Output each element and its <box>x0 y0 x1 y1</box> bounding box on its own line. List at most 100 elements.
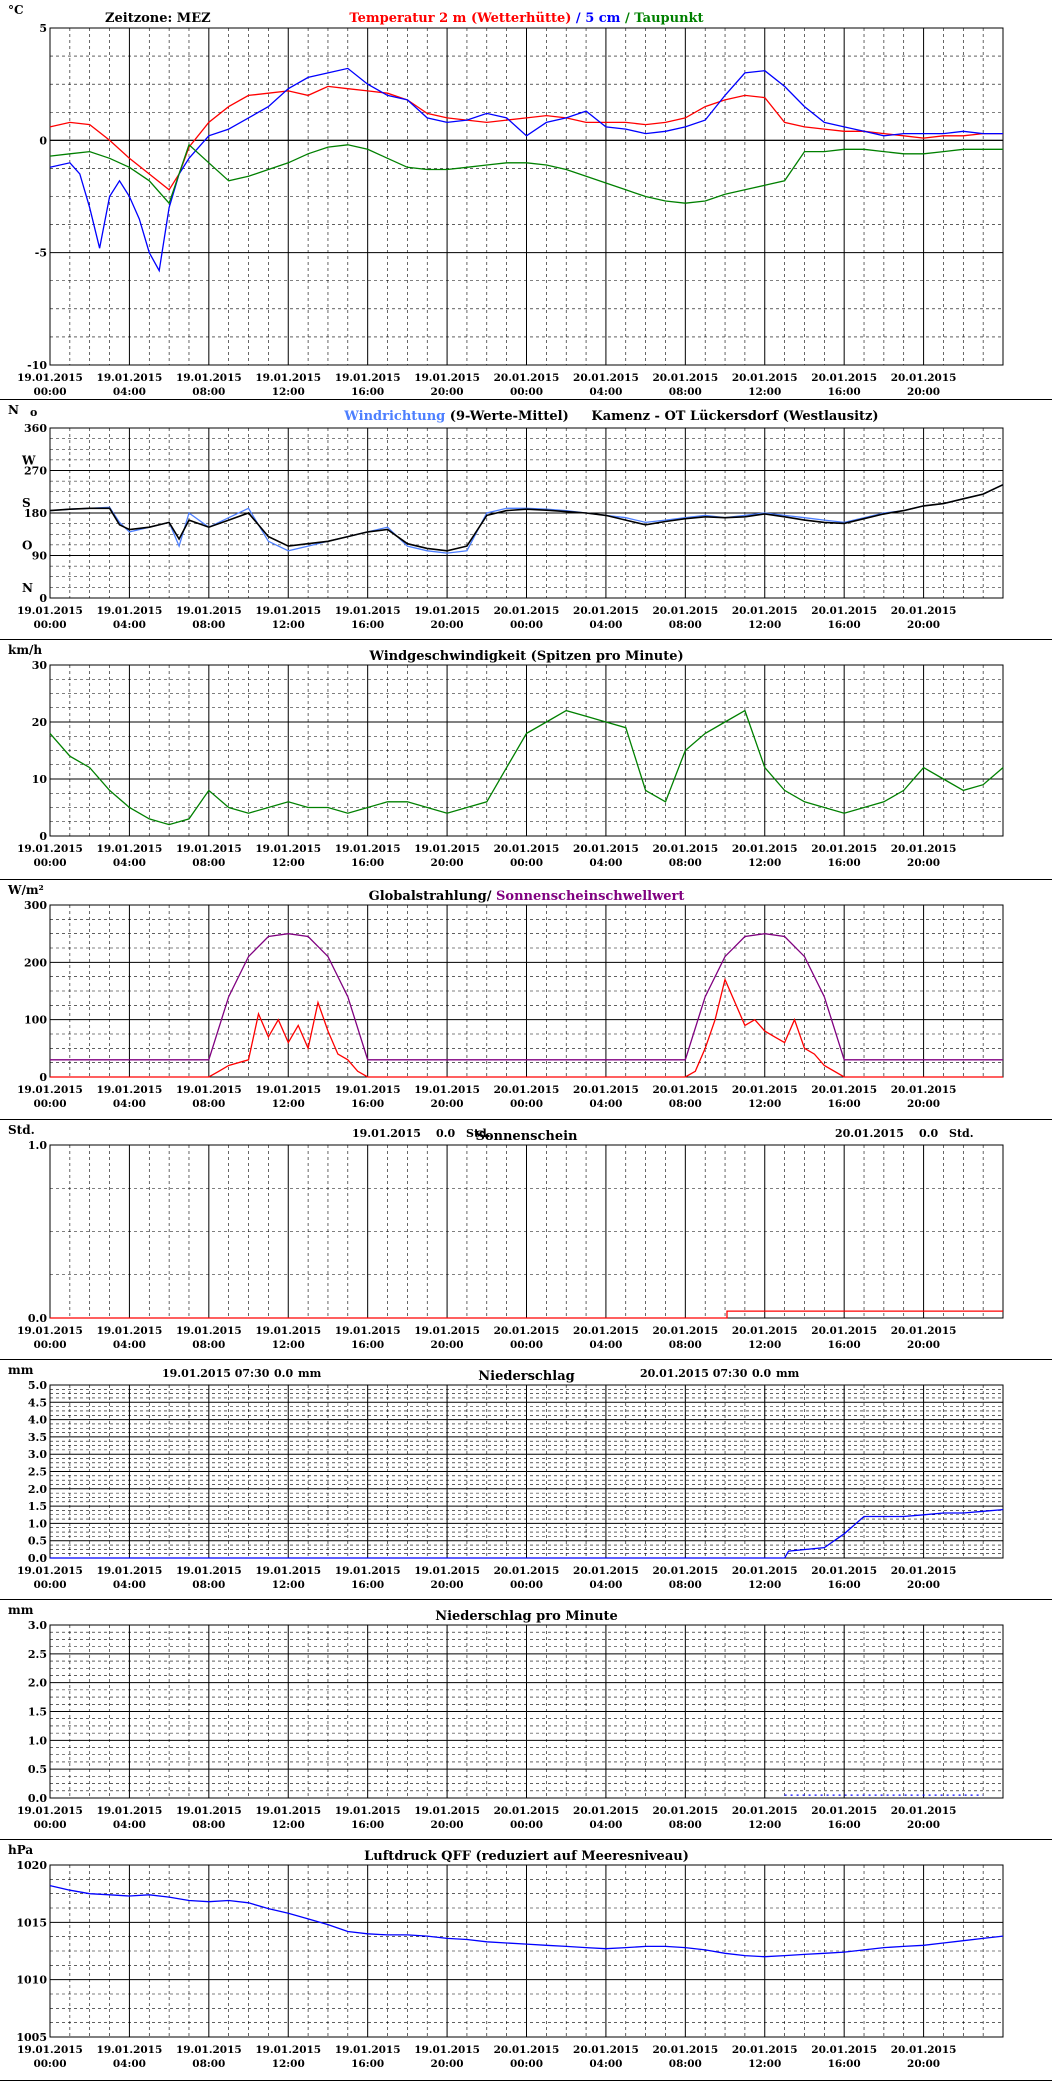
x-tick-time: 16:00 <box>351 1339 384 1351</box>
x-tick-time: 12:00 <box>272 386 305 398</box>
chart-panel-precip_minute: 3.0 2.5 2.0 1.5 1.0 0.5 0.0 mm Niederschlag pro … <box>0 1603 1052 1840</box>
x-tick-date: 19.01.2015 <box>414 605 480 617</box>
y-tick-label: 2.0 <box>28 1483 47 1496</box>
x-tick-date: 19.01.2015 <box>97 372 163 384</box>
chart-panel-pressure: 1020 1015 1010 1005 hPa Luftdruck QFF (reduzi… <box>0 1843 1052 2081</box>
x-tick-time: 00:00 <box>510 619 543 631</box>
x-tick-time: 12:00 <box>272 2058 305 2070</box>
x-tick-time: 16:00 <box>828 619 861 631</box>
annotation-date: 20.01.2015 07:30 <box>640 1367 748 1380</box>
x-tick-date: 20.01.2015 <box>573 1325 639 1337</box>
x-tick-time: 16:00 <box>828 1339 861 1351</box>
annotation-date: 19.01.2015 07:30 <box>162 1367 270 1380</box>
x-tick-date: 20.01.2015 <box>891 1565 957 1577</box>
x-tick-time: 04:00 <box>589 857 622 869</box>
annotation-value: 0.0 <box>436 1127 455 1140</box>
y-tick-label: -10 <box>27 359 47 372</box>
x-tick-time: 20:00 <box>431 386 464 398</box>
x-tick-time: 04:00 <box>589 619 622 631</box>
annotation-unit: Std. <box>466 1127 491 1140</box>
title-part: Temperatur 2 m (Wetterhütte) <box>349 11 571 26</box>
x-tick-date: 19.01.2015 <box>335 1325 401 1337</box>
x-tick-date: 20.01.2015 <box>573 605 639 617</box>
series-line-wind_direction-1 <box>49 483 1004 552</box>
x-tick-time: 04:00 <box>113 1098 146 1110</box>
x-tick-time: 20:00 <box>907 1098 940 1110</box>
series-line-temperature-0 <box>49 85 1003 191</box>
annotation-value: 0.0 <box>274 1367 293 1380</box>
x-tick-time: 08:00 <box>192 2058 225 2070</box>
y-tick-label: 0.5 <box>28 1763 47 1776</box>
y-tick-label: 4.5 <box>28 1396 47 1409</box>
chart-title: Niederschlag pro Minute <box>435 1609 618 1624</box>
x-tick-time: 12:00 <box>748 2058 781 2070</box>
x-tick-time: 08:00 <box>192 1579 225 1591</box>
x-tick-time: 00:00 <box>510 386 543 398</box>
x-tick-time: 16:00 <box>828 386 861 398</box>
x-tick-date: 19.01.2015 <box>255 605 321 617</box>
x-tick-date: 19.01.2015 <box>255 1805 321 1817</box>
x-tick-date: 19.01.2015 <box>97 1325 163 1337</box>
x-tick-date: 20.01.2015 <box>573 1084 639 1096</box>
x-tick-date: 20.01.2015 <box>732 1084 798 1096</box>
y-unit-label: W/m² <box>7 883 44 897</box>
annotation-unit: Std. <box>949 1127 974 1140</box>
title-part: / <box>571 11 585 26</box>
title-part: Niederschlag <box>478 1369 574 1384</box>
title-part: Luftdruck QFF (reduziert auf Meeresnivea… <box>364 1849 689 1864</box>
x-tick-date: 19.01.2015 <box>97 843 163 855</box>
x-tick-date: 20.01.2015 <box>891 2044 957 2056</box>
x-tick-time: 04:00 <box>589 386 622 398</box>
x-tick-time: 12:00 <box>272 1098 305 1110</box>
x-tick-date: 19.01.2015 <box>17 1805 83 1817</box>
x-tick-time: 20:00 <box>907 1579 940 1591</box>
timezone-label: Zeitzone: MEZ <box>105 11 211 26</box>
x-tick-time: 04:00 <box>113 386 146 398</box>
x-tick-time: 16:00 <box>351 619 384 631</box>
y-unit-label: mm <box>8 1363 34 1377</box>
x-tick-time: 08:00 <box>192 857 225 869</box>
x-tick-date: 20.01.2015 <box>891 1325 957 1337</box>
x-tick-time: 00:00 <box>510 1819 543 1831</box>
x-tick-time: 08:00 <box>192 1339 225 1351</box>
y-tick-label: 1.0 <box>28 1734 47 1747</box>
x-tick-time: 04:00 <box>113 2058 146 2070</box>
x-tick-date: 19.01.2015 <box>176 2044 242 2056</box>
y-unit-label: hPa <box>8 1843 33 1857</box>
x-tick-date: 19.01.2015 <box>414 1084 480 1096</box>
x-tick-time: 16:00 <box>828 2058 861 2070</box>
x-tick-date: 19.01.2015 <box>414 1325 480 1337</box>
x-tick-time: 20:00 <box>907 857 940 869</box>
x-tick-time: 16:00 <box>351 1819 384 1831</box>
x-tick-time: 12:00 <box>272 1819 305 1831</box>
x-tick-time: 08:00 <box>192 1098 225 1110</box>
x-tick-date: 20.01.2015 <box>573 2044 639 2056</box>
x-tick-time: 16:00 <box>828 1579 861 1591</box>
title-part: / <box>487 889 496 904</box>
y-tick-label: 1020 <box>16 1859 47 1872</box>
x-tick-time: 20:00 <box>431 1819 464 1831</box>
x-tick-time: 00:00 <box>510 2058 543 2070</box>
x-tick-date: 19.01.2015 <box>176 1084 242 1096</box>
x-tick-time: 04:00 <box>113 619 146 631</box>
y-unit-label: Std. <box>8 1123 35 1137</box>
y-tick-label: 100 <box>24 1014 47 1027</box>
x-tick-time: 20:00 <box>907 1339 940 1351</box>
direction-label: W <box>21 454 36 468</box>
y-unit-label: mm <box>8 1603 34 1617</box>
x-tick-date: 20.01.2015 <box>652 1325 718 1337</box>
x-tick-date: 20.01.2015 <box>732 1805 798 1817</box>
series-line-temperature-2 <box>49 143 1003 205</box>
y-tick-label: 1.0 <box>28 1139 47 1152</box>
x-tick-date: 19.01.2015 <box>176 605 242 617</box>
x-tick-date: 19.01.2015 <box>414 2044 480 2056</box>
y-tick-label: 1.5 <box>28 1706 47 1719</box>
x-tick-date: 19.01.2015 <box>176 843 242 855</box>
title-part: Globalstrahlung <box>369 889 487 904</box>
x-tick-time: 04:00 <box>113 1819 146 1831</box>
x-tick-time: 04:00 <box>589 2058 622 2070</box>
x-tick-time: 20:00 <box>431 1579 464 1591</box>
x-tick-date: 19.01.2015 <box>97 1565 163 1577</box>
y-tick-label: -5 <box>35 247 47 260</box>
